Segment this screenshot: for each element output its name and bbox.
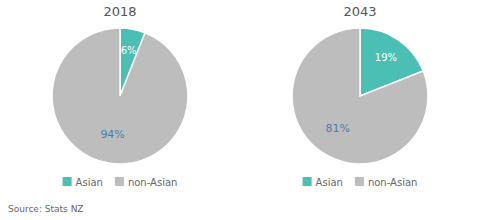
- figure: 2018 6% 94% Asian non-Asian 2043 19% 81% Asian no…: [0, 0, 480, 220]
- legend-swatch: [115, 177, 124, 186]
- data-label: 19%: [375, 52, 397, 63]
- pie-slice: [52, 28, 188, 164]
- chart-title: 2043: [343, 4, 376, 19]
- legend-item: non-Asian: [355, 177, 417, 188]
- legend-item: Asian: [303, 177, 343, 188]
- pie-slice: [292, 28, 428, 164]
- source-note: Source: Stats NZ: [8, 204, 84, 214]
- data-label: 81%: [326, 122, 350, 135]
- legend-label: Asian: [76, 177, 103, 188]
- pie-panel: 2043 19% 81% Asian non-Asian: [292, 4, 428, 188]
- legend: Asian non-Asian: [303, 177, 418, 188]
- legend-label: non-Asian: [368, 177, 417, 188]
- legend-label: Asian: [316, 177, 343, 188]
- legend: Asian non-Asian: [63, 177, 178, 188]
- legend-swatch: [63, 177, 72, 186]
- data-label: 6%: [121, 45, 137, 56]
- legend-swatch: [303, 177, 312, 186]
- chart-title: 2018: [103, 4, 136, 19]
- legend-item: non-Asian: [115, 177, 177, 188]
- legend-swatch: [355, 177, 364, 186]
- legend-item: Asian: [63, 177, 103, 188]
- pie-panel: 2018 6% 94% Asian non-Asian: [52, 4, 188, 188]
- legend-label: non-Asian: [128, 177, 177, 188]
- data-label: 94%: [100, 128, 124, 141]
